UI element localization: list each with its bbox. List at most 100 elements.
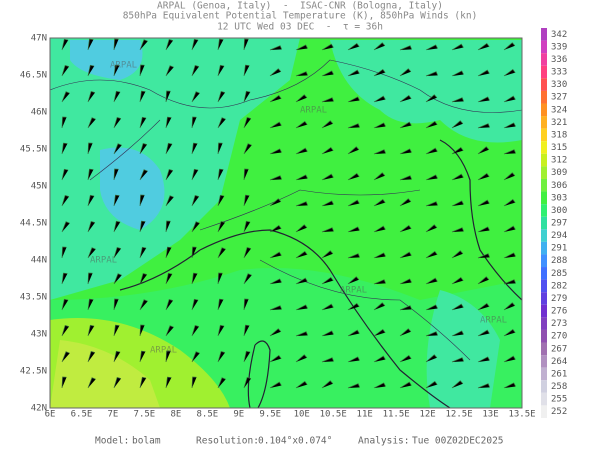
wind-barb xyxy=(243,168,249,181)
wind-barb xyxy=(87,168,94,181)
wind-barb xyxy=(139,169,148,181)
lon-label: 10E xyxy=(294,410,310,420)
wind-barb xyxy=(295,71,309,77)
wind-barb xyxy=(295,354,308,363)
wind-barb xyxy=(191,168,199,181)
wind-barb xyxy=(347,42,360,51)
colorbar-swatch xyxy=(541,254,547,268)
wind-barb xyxy=(269,328,282,337)
colorbar-swatch xyxy=(541,204,547,217)
wind-barb xyxy=(217,142,223,155)
wind-barb xyxy=(113,350,121,363)
wind-barb xyxy=(165,169,174,181)
wind-barb xyxy=(321,227,335,233)
watermark: ARPAL xyxy=(480,316,507,326)
wind-barb xyxy=(399,224,412,233)
colorbar-swatch xyxy=(541,292,547,305)
wind-barb xyxy=(113,143,122,155)
wind-barb xyxy=(191,38,199,51)
wind-barb xyxy=(61,325,70,337)
lon-label: 8E xyxy=(170,410,181,420)
colorbar-swatch xyxy=(541,317,547,330)
wind-barb xyxy=(321,380,334,389)
wind-barb xyxy=(399,198,412,207)
wind-barb xyxy=(243,64,250,77)
wind-barb xyxy=(399,328,412,337)
colorbar-swatch xyxy=(541,178,547,192)
colorbar-swatch xyxy=(541,304,547,318)
wind-barb xyxy=(165,220,171,233)
wind-barb xyxy=(165,116,172,129)
wind-barb xyxy=(61,91,70,103)
wind-barb xyxy=(451,227,465,233)
wind-barb xyxy=(477,42,490,51)
watermark: ARPAL xyxy=(110,61,137,71)
colorbar-swatch xyxy=(541,355,547,368)
wind-barb xyxy=(269,121,282,129)
colorbar-label: 285 xyxy=(551,269,567,279)
wind-barb xyxy=(191,272,198,285)
wind-barb xyxy=(399,45,413,51)
wind-barb xyxy=(217,272,223,285)
wind-barb xyxy=(451,146,464,155)
wind-barb xyxy=(399,94,412,103)
wind-barb xyxy=(347,383,361,389)
colorbar-label: 309 xyxy=(551,168,567,178)
wind-barb xyxy=(425,277,438,285)
wind-barb xyxy=(139,376,147,389)
wind-barb xyxy=(451,303,464,311)
wind-barb xyxy=(347,276,360,285)
colorbar-label: 300 xyxy=(551,206,567,216)
colorbar-label: 318 xyxy=(551,130,567,140)
wind-barb xyxy=(451,330,464,337)
wind-barb xyxy=(321,357,335,363)
colorbar-label: 288 xyxy=(551,256,567,266)
wind-barb xyxy=(269,251,282,259)
wind-barb xyxy=(347,172,360,181)
wind-barb xyxy=(503,149,517,155)
lon-label: 6.5E xyxy=(71,410,93,420)
colorbar-label: 327 xyxy=(551,93,567,103)
wind-barb xyxy=(295,174,308,181)
wind-barb xyxy=(347,69,360,77)
wind-barb xyxy=(477,383,491,389)
colorbar-swatch xyxy=(541,128,547,142)
header-line: 850hPa Equivalent Potential Temperature … xyxy=(123,11,478,22)
colorbar-swatch xyxy=(541,342,547,356)
lat-label: 46N xyxy=(31,108,47,118)
wind-barb xyxy=(191,351,200,363)
wind-barb xyxy=(503,68,516,77)
wind-barb xyxy=(191,325,200,337)
wind-barb xyxy=(425,331,439,337)
colorbar-swatch xyxy=(541,28,547,41)
colorbar-label: 282 xyxy=(551,281,567,291)
wind-barb xyxy=(61,272,68,285)
wind-barb xyxy=(139,194,145,207)
wind-barb xyxy=(191,91,200,103)
wind-barb xyxy=(399,68,412,77)
wind-barb xyxy=(87,272,93,285)
wind-barb xyxy=(243,273,252,285)
wind-barb xyxy=(425,380,438,389)
wind-barb xyxy=(399,305,413,311)
lon-label: 9.5E xyxy=(259,410,281,420)
wind-barb xyxy=(373,95,386,103)
wind-barb xyxy=(477,146,490,155)
colorbar-label: 342 xyxy=(551,30,567,40)
wind-barb xyxy=(425,354,438,363)
lon-label: 7E xyxy=(108,410,119,420)
colorbar-label: 336 xyxy=(551,55,567,65)
wind-barb xyxy=(87,91,96,103)
colorbar-label: 255 xyxy=(551,395,567,405)
wind-barb xyxy=(165,376,172,389)
wind-barb xyxy=(477,329,490,337)
wind-barb xyxy=(503,122,516,129)
wind-barb xyxy=(321,146,334,155)
lon-label: 9E xyxy=(233,410,244,420)
wind-barb xyxy=(321,250,334,259)
colorbar-label: 321 xyxy=(551,118,567,128)
header-line: ARPAL (Genoa, Italy) - ISAC-CNR (Bologna… xyxy=(157,1,443,12)
watermark: ARPAL xyxy=(340,286,367,296)
lon-label: 6E xyxy=(45,410,56,420)
border xyxy=(50,59,522,361)
